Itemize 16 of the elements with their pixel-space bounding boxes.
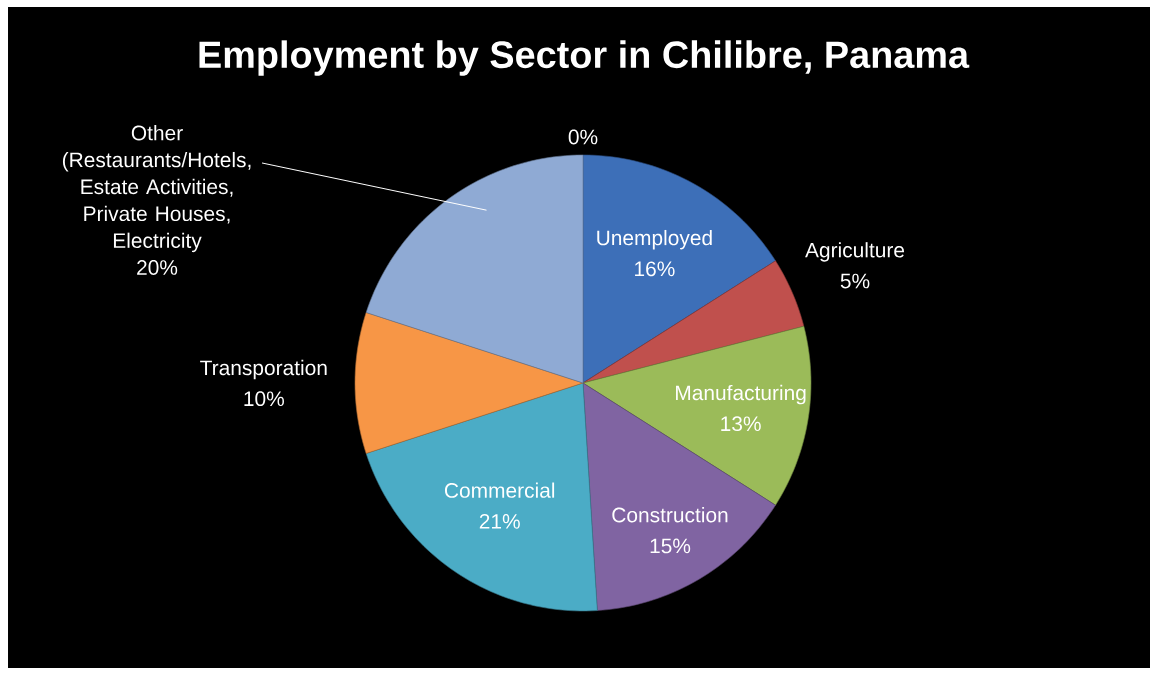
data-label: 5% xyxy=(840,273,870,289)
data-label: 21% xyxy=(479,513,520,529)
data-label: 13% xyxy=(721,416,761,432)
slice-label: Transporation xyxy=(200,359,327,380)
chart-title: Employment by Sector in Chilibre, Panama xyxy=(199,40,970,76)
data-label: 15% xyxy=(650,538,691,554)
slice-label: Construction xyxy=(612,507,728,523)
data-label: 16% xyxy=(635,261,675,277)
slice-label: Commercial xyxy=(444,482,555,498)
data-label: 20% xyxy=(137,260,178,275)
slice-label: Agriculture xyxy=(805,242,905,262)
slice-label: Unemployed xyxy=(597,229,712,250)
data-label: 10% xyxy=(244,391,284,407)
slice-label: Manufacturing xyxy=(676,384,806,405)
text: 0% xyxy=(568,129,598,145)
slice-label: Other (Restaurants/Hotels, Estate Activities, Private Houses, Electricity xyxy=(62,125,251,253)
